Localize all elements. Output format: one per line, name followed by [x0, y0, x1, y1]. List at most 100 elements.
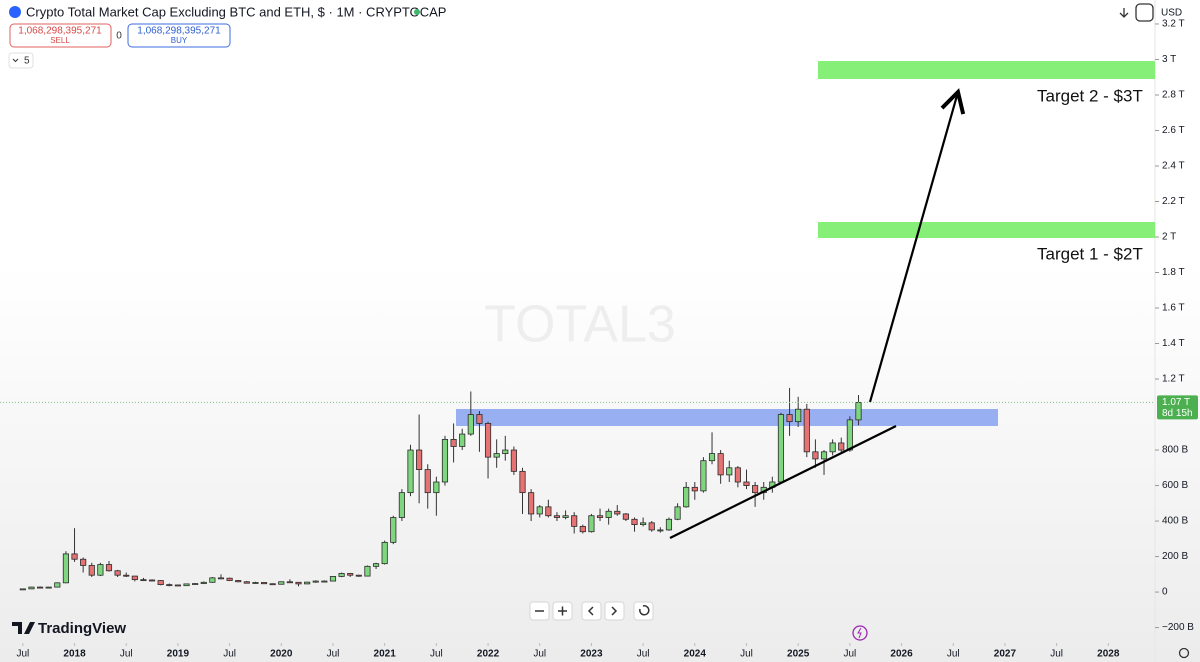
candle-body [424, 469, 431, 494]
screenshot-icon[interactable] [1135, 3, 1154, 22]
candle-body [536, 506, 543, 515]
candle-body [97, 564, 104, 576]
buy-button[interactable] [127, 23, 231, 48]
candle-body [708, 453, 716, 462]
x-tick-label: 2019 [167, 649, 190, 660]
x-tick-label: Jul [740, 649, 753, 660]
candle-body [243, 581, 250, 584]
candle-body [390, 517, 397, 543]
y-tick-label: 1.2 T [1162, 374, 1185, 385]
candle-body [467, 414, 474, 435]
candle-body [338, 573, 345, 577]
brand-logo [12, 622, 35, 634]
left-icon [587, 606, 594, 616]
annotation: Target 2 - $3T [1037, 86, 1143, 105]
last-price-badge [1157, 395, 1198, 420]
x-tick-label: 2027 [994, 649, 1017, 660]
candle-body [812, 451, 819, 460]
candle-body [571, 515, 578, 527]
settings-icon[interactable] [1178, 647, 1190, 659]
indicator-count: 5 [24, 56, 30, 67]
candle-body [295, 581, 302, 585]
candle-body [407, 449, 414, 494]
candle-body [398, 492, 405, 518]
x-tick-label: 2024 [684, 649, 707, 660]
sell-price: 1,068,298,395,271 [18, 26, 102, 37]
brand-name: TradingView [38, 620, 126, 637]
sell-label: SELL [50, 36, 70, 45]
candle-body [62, 553, 69, 584]
x-tick-label: 2026 [890, 649, 913, 660]
candle-body [820, 451, 828, 460]
candle-body [166, 584, 173, 587]
scroll-right-button[interactable] [604, 601, 625, 621]
buy-label: BUY [171, 36, 188, 45]
last-price-label: 1.07 T [1162, 397, 1190, 408]
trendline [669, 425, 897, 539]
y-tick-label: 400 B [1162, 516, 1188, 527]
target-zone [818, 222, 1155, 238]
bolt [857, 627, 862, 639]
candle-body [519, 470, 526, 494]
candle-body [260, 582, 268, 585]
candle-body [476, 414, 483, 424]
projection-arrow [868, 88, 966, 403]
candle-body [278, 581, 285, 585]
chevron-icon [12, 58, 19, 63]
reset-button[interactable] [633, 601, 654, 621]
indicator-toggle[interactable] [8, 52, 34, 69]
candle-body [19, 588, 26, 591]
candle-body [355, 574, 362, 577]
candle-body [562, 515, 569, 518]
candle-body [45, 586, 52, 589]
candle-body [304, 581, 311, 585]
target-zone [818, 61, 1155, 79]
candle-body [700, 460, 707, 492]
candle-body [252, 582, 259, 584]
candle-body [37, 586, 44, 589]
reset-icon [639, 605, 650, 616]
candle-body [838, 442, 845, 451]
candle-body [545, 506, 552, 517]
candle-body [54, 582, 61, 588]
candle-body [217, 577, 225, 580]
x-tick-label: Jul [120, 649, 133, 660]
candle-body [88, 565, 95, 576]
y-tick-label: 2.8 T [1162, 90, 1185, 101]
right-icon [611, 606, 618, 616]
candles [19, 387, 862, 591]
candle-body [752, 485, 759, 494]
y-tick-label: 2.4 T [1162, 161, 1185, 172]
sell-button[interactable] [9, 23, 112, 48]
y-tick-label: 2.2 T [1162, 196, 1185, 207]
plus-icon [558, 606, 567, 616]
x-tick-label: Jul [947, 649, 960, 660]
candle-body [123, 574, 130, 577]
candle-body [640, 522, 647, 526]
symbol-title: Crypto Total Market Cap Excluding BTC an… [26, 4, 446, 19]
x-tick-label: 2023 [580, 649, 603, 660]
candle-body [596, 515, 604, 518]
candle-body [502, 449, 509, 454]
x-tick-label: Jul [843, 649, 856, 660]
buy-price: 1,068,298,395,271 [137, 26, 221, 37]
x-tick-label: 2028 [1097, 649, 1120, 660]
y-tick-label: 3 T [1162, 54, 1176, 65]
candle-body [140, 579, 147, 582]
candle-body [269, 583, 276, 586]
candle-body [183, 583, 190, 587]
candle-body [192, 583, 199, 585]
candle-body [528, 492, 535, 515]
candle-body [605, 510, 612, 518]
x-tick-label: Jul [637, 649, 650, 660]
candle-body [855, 402, 862, 421]
events-icon[interactable] [852, 625, 868, 641]
candle-body [157, 580, 164, 586]
download-icon[interactable] [1119, 8, 1129, 18]
candle-body [829, 442, 836, 453]
scroll-left-button[interactable] [581, 601, 602, 621]
y-tick-label: 2 T [1162, 232, 1176, 243]
y-tick-label: −200 B [1162, 622, 1194, 633]
annotation: Target 1 - $2T [1037, 244, 1143, 263]
x-tick-label: Jul [533, 649, 546, 660]
